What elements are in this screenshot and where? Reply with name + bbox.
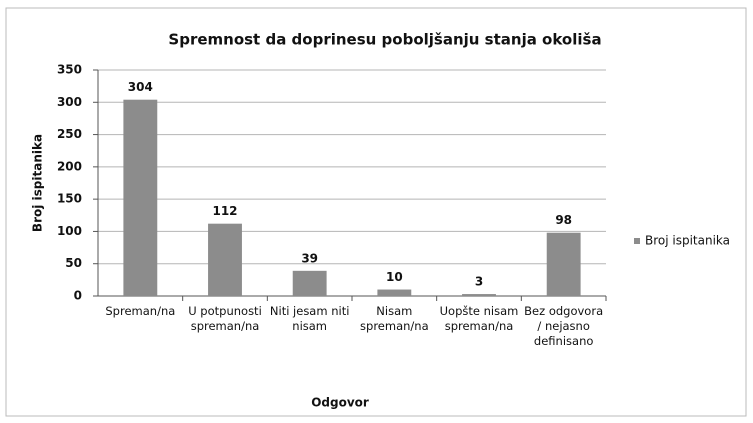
- legend-label: Broj ispitanika: [645, 234, 730, 248]
- y-tick-label: 250: [57, 127, 82, 141]
- x-tick-label: Niti jesam niti nisam: [269, 304, 350, 333]
- data-label: 10: [386, 270, 403, 284]
- bar: [462, 294, 496, 296]
- data-label: 39: [301, 251, 318, 265]
- y-tick-label: 350: [57, 63, 82, 77]
- y-tick-label: 50: [65, 256, 82, 270]
- x-tick-label: Bez odgovora / nejasno definisano: [524, 304, 604, 348]
- legend-swatch: [634, 238, 640, 244]
- x-axis-label: Odgovor: [311, 396, 369, 410]
- x-tick-label: Spreman/na: [105, 304, 176, 318]
- y-tick-label: 100: [57, 224, 82, 238]
- y-tick-label: 300: [57, 95, 82, 109]
- bar: [208, 223, 242, 296]
- x-tick-label: U potpunosti spreman/na: [188, 304, 262, 333]
- x-tick-label: Uopšte nisam spreman/na: [439, 304, 519, 333]
- bar: [546, 232, 581, 296]
- data-label: 112: [212, 204, 237, 218]
- y-tick-label: 200: [57, 159, 82, 173]
- x-tick-label: Nisam spreman/na: [360, 304, 429, 333]
- bar: [123, 99, 158, 297]
- bar: [292, 270, 327, 296]
- data-label: 304: [128, 80, 153, 94]
- bar: [377, 289, 412, 296]
- y-tick-label: 150: [57, 192, 82, 206]
- chart-border: [5, 7, 747, 417]
- data-label: 3: [475, 275, 483, 289]
- data-label: 98: [555, 213, 572, 227]
- y-axis-label: Broj ispitanika: [31, 134, 45, 232]
- y-tick-label: 0: [74, 289, 82, 303]
- chart-title: Spremnost da doprinesu poboljšanju stanj…: [168, 31, 601, 49]
